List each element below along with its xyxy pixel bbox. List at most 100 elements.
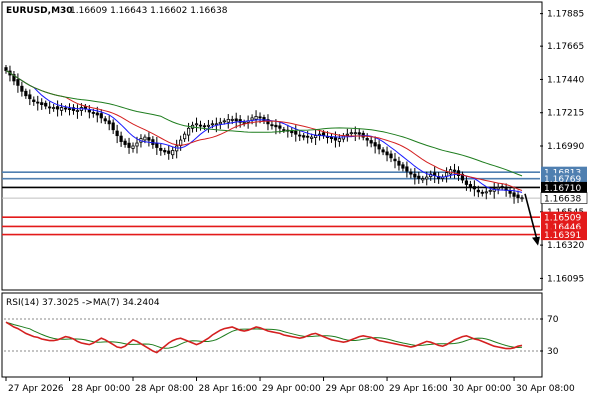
- candle-body: [456, 170, 461, 176]
- candle-body: [111, 122, 115, 131]
- ma-medium-line: [5, 70, 523, 191]
- ma-slow-line: [5, 70, 523, 177]
- candle-body: [32, 99, 36, 103]
- candle-body: [163, 150, 167, 153]
- candle-body: [242, 121, 246, 124]
- candle-body: [278, 125, 282, 129]
- price-tick-label: 1.16095: [547, 274, 584, 284]
- candle-body: [127, 142, 131, 148]
- candle-body: [230, 118, 234, 121]
- rsi-axis: 70 30: [540, 315, 559, 357]
- candle-body: [425, 176, 429, 180]
- projection-arrow: [524, 193, 540, 246]
- candle-body: [464, 180, 469, 185]
- candle-body: [373, 142, 377, 147]
- candle-body: [500, 186, 504, 188]
- candle-body: [67, 108, 72, 110]
- level-tag: [541, 166, 587, 178]
- level-tag-label: 1.16391: [544, 231, 581, 241]
- candle-body: [36, 101, 40, 104]
- time-tick-label: 29 Apr 08:00: [326, 384, 385, 394]
- candle-body: [99, 113, 103, 119]
- candle-body: [460, 173, 465, 181]
- rsi-panel[interactable]: [1, 292, 543, 378]
- candle-body: [274, 124, 278, 128]
- candle-body: [123, 140, 127, 145]
- time-tick-label: 29 Apr 16:00: [389, 384, 448, 394]
- rsi-tick-label: 30: [547, 347, 559, 357]
- time-tick-label: 29 Apr 00:00: [262, 384, 321, 394]
- time-tick-label: 27 Apr 2026: [8, 384, 64, 394]
- candle-body: [159, 147, 163, 151]
- candle-body: [472, 186, 476, 190]
- candle-body: [194, 123, 199, 126]
- level-tag: [540, 192, 588, 204]
- candle-body: [401, 164, 405, 169]
- candle-body: [171, 150, 175, 156]
- candle-body: [333, 137, 338, 141]
- candle-body: [452, 169, 457, 172]
- price-tick-label: 1.17215: [547, 109, 584, 119]
- candle-body: [270, 124, 274, 127]
- candle-body: [20, 85, 24, 92]
- moving-averages: [5, 70, 523, 193]
- price-panel[interactable]: [1, 1, 543, 291]
- candle-body: [377, 144, 381, 150]
- candle-body: [468, 184, 473, 188]
- candle-body: [381, 149, 385, 153]
- candle-body: [4, 67, 8, 71]
- candle-body: [337, 138, 342, 142]
- candle-body: [226, 118, 230, 123]
- candle-body: [409, 171, 413, 175]
- rsi-line: [5, 321, 523, 354]
- candle-body: [329, 136, 334, 140]
- time-tick-label: 28 Apr 08:00: [135, 384, 194, 394]
- candle-body: [56, 106, 60, 110]
- candle-body: [417, 175, 421, 179]
- candle-body: [294, 130, 298, 135]
- candle-body: [357, 132, 361, 135]
- candle-body: [306, 135, 310, 138]
- candle-body: [119, 135, 123, 142]
- time-tick-label: 30 Apr 08:00: [516, 384, 575, 394]
- candle-body: [44, 102, 48, 107]
- level-tag: [541, 229, 587, 241]
- level-tag: [541, 211, 587, 223]
- price-tick-label: 1.17440: [547, 75, 584, 85]
- candle-body: [238, 119, 242, 123]
- candle-body: [496, 187, 500, 190]
- time-tick-label: 28 Apr 16:00: [199, 384, 258, 394]
- candle-body: [353, 132, 357, 135]
- level-tags: 1.168131.167691.167101.166381.165091.164…: [540, 166, 588, 241]
- candle-body: [206, 124, 211, 127]
- candle-body: [210, 123, 214, 126]
- candle-body: [302, 135, 306, 138]
- candle-body: [476, 189, 480, 193]
- candle-body: [266, 119, 270, 125]
- candle-body: [520, 197, 524, 200]
- candle-body: [444, 172, 449, 177]
- candle-body: [393, 158, 397, 162]
- candle-body: [254, 116, 258, 120]
- candle-body: [16, 79, 20, 86]
- candle-body: [75, 110, 80, 112]
- level-tag: [541, 173, 587, 185]
- candle-body: [389, 153, 393, 159]
- candle-body: [365, 138, 369, 141]
- candle-body: [218, 121, 222, 125]
- candle-body: [28, 94, 32, 100]
- candle-body: [71, 107, 76, 111]
- candle-body: [349, 132, 353, 135]
- level-tag-label: 1.16638: [544, 195, 581, 205]
- candle-body: [143, 136, 147, 141]
- price-tick-label: 1.16320: [547, 241, 584, 251]
- candle-body: [91, 112, 95, 114]
- time-tick-label: 30 Apr 00:00: [453, 384, 512, 394]
- candle-body: [48, 106, 52, 109]
- level-tag-label: 1.16769: [544, 175, 581, 185]
- candle-body: [488, 189, 492, 192]
- arrow-shaft: [524, 193, 539, 244]
- candle-body: [40, 102, 44, 105]
- level-tag: [541, 220, 587, 232]
